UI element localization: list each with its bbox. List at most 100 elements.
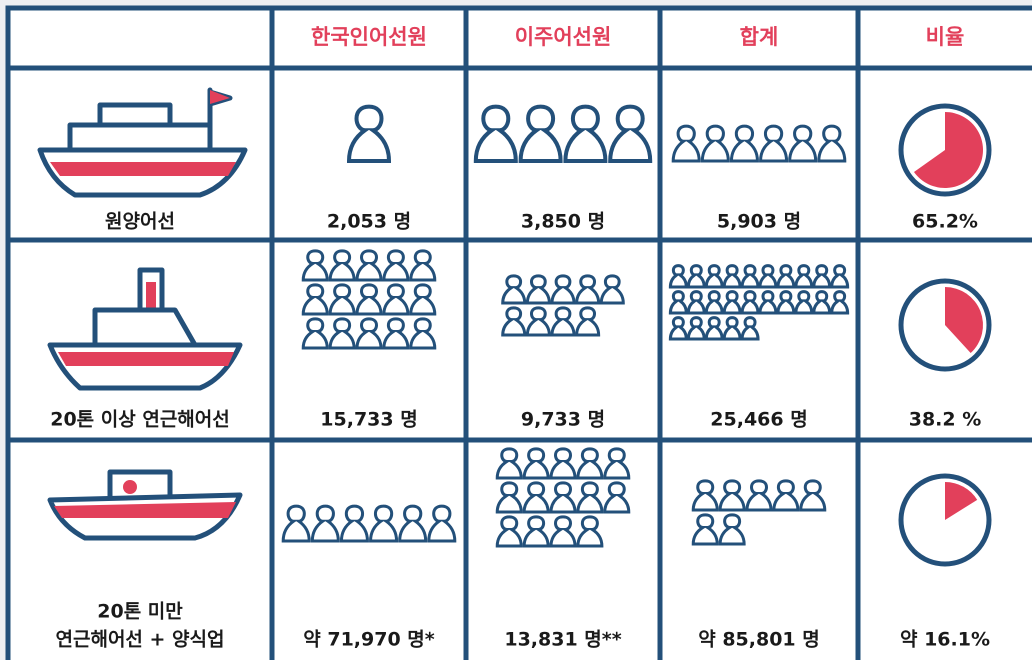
pie-wedge bbox=[945, 287, 984, 354]
person-icon bbox=[382, 249, 410, 282]
person-icon bbox=[603, 447, 631, 480]
pie-wedge bbox=[913, 112, 983, 188]
boat-icon bbox=[37, 87, 248, 198]
person-icon bbox=[758, 290, 778, 315]
count-label: 약 71,970 명* bbox=[303, 629, 435, 651]
person-icon bbox=[794, 264, 814, 289]
person-icon bbox=[830, 290, 850, 315]
person-icon bbox=[525, 274, 551, 305]
count-label: 3,850 명 bbox=[521, 211, 605, 233]
person-icon bbox=[576, 481, 604, 514]
person-icon bbox=[686, 264, 706, 289]
person-icon bbox=[830, 264, 850, 289]
person-icon bbox=[575, 274, 601, 305]
person-icon bbox=[722, 316, 742, 341]
person-icon bbox=[704, 290, 724, 315]
ratio-label: 약 16.1% bbox=[900, 629, 990, 651]
person-icon bbox=[346, 104, 392, 163]
person-icon bbox=[686, 290, 706, 315]
person-icon bbox=[776, 290, 796, 315]
column-header: 한국인어선원 bbox=[311, 25, 427, 49]
person-icon bbox=[409, 283, 437, 316]
person-icon bbox=[495, 447, 523, 480]
person-icon bbox=[409, 317, 437, 350]
person-icon bbox=[409, 249, 437, 282]
table-grid bbox=[5, 5, 1032, 660]
person-icon bbox=[745, 479, 773, 512]
person-icon bbox=[691, 513, 719, 546]
person-icon bbox=[473, 104, 518, 163]
person-icon bbox=[525, 306, 551, 337]
person-icon bbox=[776, 264, 796, 289]
row-label: 20톤 이상 연근해어선 bbox=[50, 409, 230, 431]
ratio-label: 38.2 % bbox=[909, 409, 982, 431]
person-icon bbox=[700, 124, 730, 163]
person-icon bbox=[722, 290, 742, 315]
person-icon bbox=[549, 481, 577, 514]
person-icon bbox=[576, 515, 604, 548]
person-icon bbox=[549, 447, 577, 480]
person-icon bbox=[599, 274, 625, 305]
person-icon bbox=[704, 264, 724, 289]
person-icon bbox=[718, 513, 746, 546]
person-icon bbox=[550, 274, 576, 305]
person-icon bbox=[550, 306, 576, 337]
person-icon bbox=[722, 264, 742, 289]
person-icon bbox=[522, 515, 550, 548]
person-icon bbox=[382, 283, 410, 316]
person-icon bbox=[549, 515, 577, 548]
person-icon bbox=[603, 481, 631, 514]
person-icon bbox=[691, 479, 719, 512]
person-icon bbox=[522, 481, 550, 514]
person-icon bbox=[758, 264, 778, 289]
person-icon bbox=[668, 290, 688, 315]
person-icon bbox=[495, 515, 523, 548]
person-icon bbox=[355, 249, 383, 282]
person-icon bbox=[495, 481, 523, 514]
count-label: 15,733 명 bbox=[320, 409, 417, 431]
pie-wedge bbox=[945, 482, 978, 520]
person-icon bbox=[759, 124, 789, 163]
person-icon bbox=[686, 316, 706, 341]
person-icon bbox=[328, 317, 356, 350]
person-icon bbox=[369, 504, 399, 543]
person-icon bbox=[310, 504, 340, 543]
person-icon bbox=[812, 264, 832, 289]
person-icon bbox=[772, 479, 800, 512]
count-label: 2,053 명 bbox=[327, 211, 411, 233]
person-icon bbox=[301, 317, 329, 350]
person-icon bbox=[382, 317, 410, 350]
count-label: 5,903 명 bbox=[717, 211, 801, 233]
person-icon bbox=[704, 316, 724, 341]
person-icon bbox=[794, 290, 814, 315]
person-icon bbox=[355, 283, 383, 316]
person-icon bbox=[522, 447, 550, 480]
person-icon bbox=[328, 283, 356, 316]
person-icon bbox=[671, 124, 701, 163]
boat-icon bbox=[47, 267, 243, 391]
boat-icon bbox=[47, 469, 243, 541]
row-label: 20톤 미만 bbox=[97, 601, 183, 623]
person-icon bbox=[398, 504, 428, 543]
count-label: 25,466 명 bbox=[710, 409, 807, 431]
row-label: 연근해어선 + 양식업 bbox=[56, 629, 225, 651]
column-header: 비율 bbox=[926, 25, 965, 49]
person-icon bbox=[608, 104, 653, 163]
person-icon bbox=[328, 249, 356, 282]
person-icon bbox=[427, 504, 457, 543]
person-icon bbox=[576, 447, 604, 480]
person-icon bbox=[740, 316, 760, 341]
count-label: 9,733 명 bbox=[521, 409, 605, 431]
person-icon bbox=[740, 290, 760, 315]
count-label: 13,831 명** bbox=[504, 629, 621, 651]
ratio-label: 65.2% bbox=[912, 211, 978, 233]
row-label: 원양어선 bbox=[105, 211, 175, 233]
person-icon bbox=[281, 504, 311, 543]
count-label: 약 85,801 명 bbox=[698, 629, 820, 651]
person-icon bbox=[301, 283, 329, 316]
column-header: 이주어선원 bbox=[515, 25, 612, 49]
person-icon bbox=[788, 124, 818, 163]
person-icon bbox=[501, 274, 527, 305]
person-icon bbox=[729, 124, 759, 163]
